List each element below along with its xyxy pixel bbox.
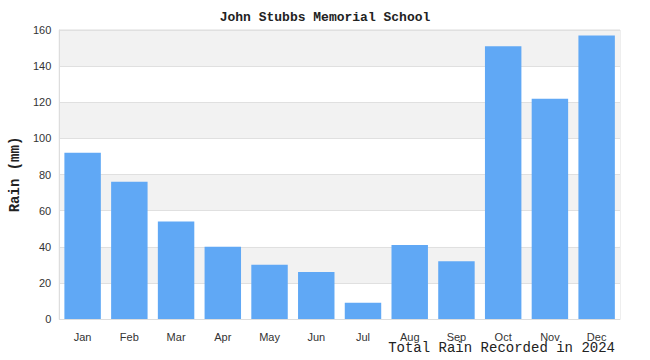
svg-text:Dec: Dec — [586, 330, 607, 343]
svg-text:Aug: Aug — [399, 330, 420, 343]
svg-text:Jan: Jan — [74, 331, 92, 343]
svg-text:Jun: Jun — [307, 331, 325, 343]
svg-text:60: 60 — [39, 205, 51, 217]
svg-text:Jul: Jul — [356, 331, 370, 343]
svg-text:140: 140 — [33, 60, 51, 72]
svg-text:Sep: Sep — [446, 330, 467, 343]
svg-text:Rain (mm): Rain (mm) — [7, 137, 23, 213]
svg-text:Mar: Mar — [167, 331, 186, 343]
svg-text:120: 120 — [33, 96, 51, 108]
svg-text:John Stubbs Memorial School: John Stubbs Memorial School — [220, 10, 431, 25]
svg-text:40: 40 — [39, 241, 51, 253]
svg-text:Feb: Feb — [120, 331, 139, 343]
svg-text:Nov: Nov — [540, 330, 560, 343]
svg-text:Apr: Apr — [214, 331, 231, 343]
svg-text:100: 100 — [33, 132, 51, 144]
svg-text:160: 160 — [33, 24, 51, 36]
svg-text:Oct: Oct — [494, 330, 512, 343]
svg-text:May: May — [259, 331, 280, 343]
svg-text:Total Rain Recorded in 2024: Total Rain Recorded in 2024 — [388, 340, 615, 356]
svg-text:0: 0 — [45, 313, 51, 325]
svg-text:20: 20 — [39, 277, 51, 289]
svg-text:80: 80 — [39, 169, 51, 181]
